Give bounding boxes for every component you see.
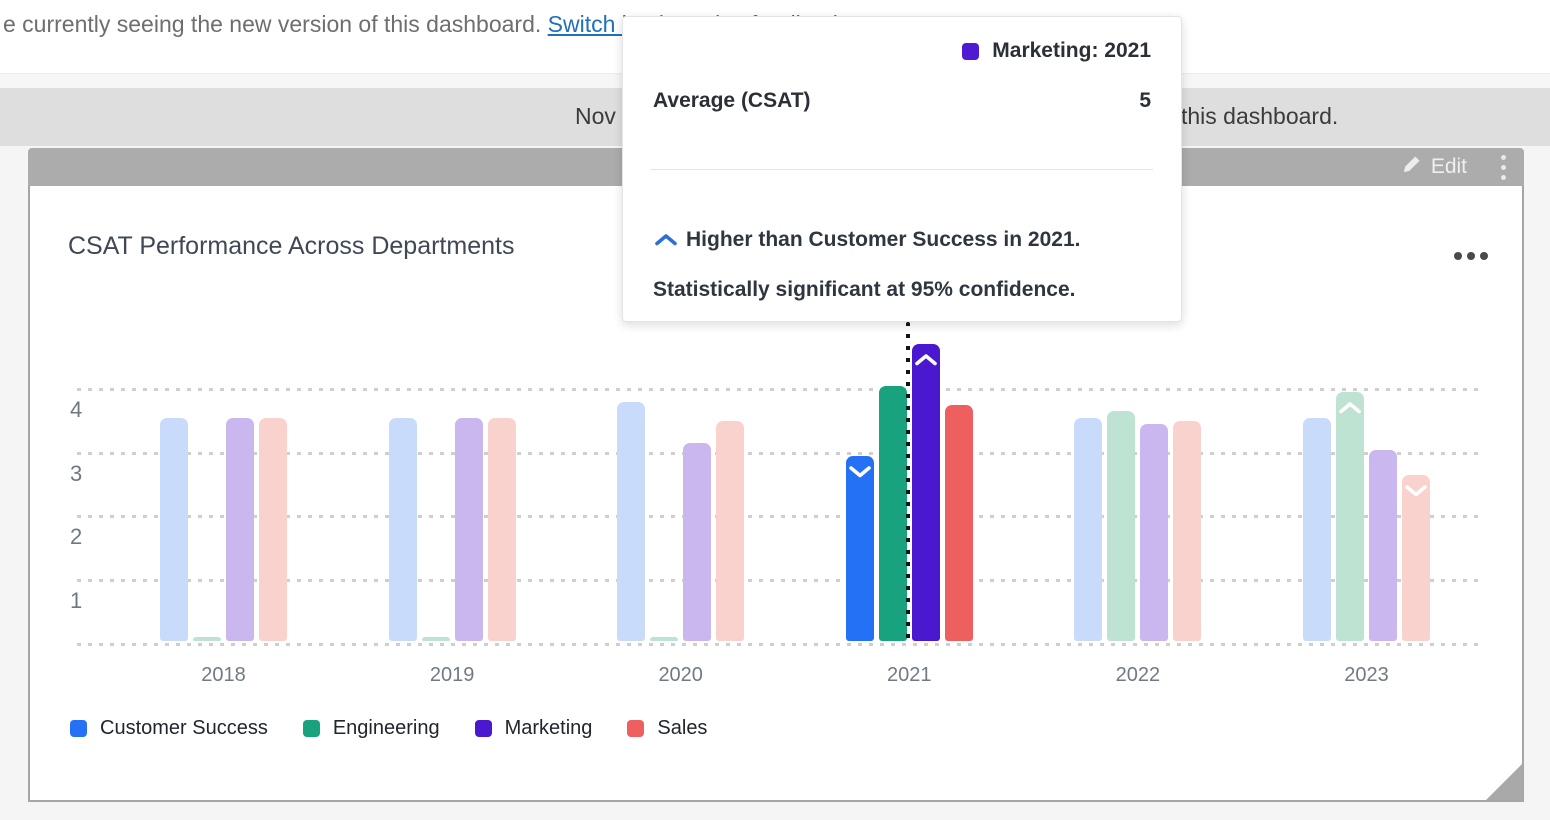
bar-chart-plot: 1 2 3 4 2018 2019 2020 2021 2022 2023: [30, 186, 1522, 800]
tooltip-insight-secondary: Statistically significant at 95% confide…: [653, 278, 1076, 301]
y-axis-tick-label: 4: [70, 396, 83, 422]
bar-customer-success-2020[interactable]: [617, 401, 646, 641]
chevron-up-icon: [655, 228, 677, 252]
banner-text-left: Nov: [575, 103, 616, 129]
bar-marketing-2020[interactable]: [683, 443, 712, 641]
pencil-icon: [1402, 155, 1421, 180]
x-axis-tick-label: 2021: [887, 664, 932, 686]
bar-marketing-2022[interactable]: [1140, 424, 1169, 641]
tooltip-series-swatch: [962, 42, 980, 60]
banner-text-right: this dashboard.: [1181, 103, 1339, 129]
x-axis-tick-label: 2019: [429, 664, 475, 686]
dashboard-widget: Edit CSAT Performance Across Departments…: [28, 148, 1524, 802]
tooltip-metric-value: 5: [1139, 89, 1151, 112]
edit-button[interactable]: Edit: [1402, 155, 1467, 180]
tooltip-metric-label: Average (CSAT): [653, 89, 811, 112]
chevron-down-icon: [848, 465, 871, 483]
gridline: [77, 579, 1485, 583]
legend-swatch: [474, 720, 492, 737]
bar-engineering-2018[interactable]: [193, 637, 221, 641]
widget-kebab-menu-button[interactable]: [1501, 154, 1506, 180]
gridline: [77, 387, 1485, 391]
bar-engineering-2022[interactable]: [1107, 411, 1136, 641]
bar-engineering-2021[interactable]: [878, 385, 907, 641]
x-axis-tick-label: 2023: [1344, 664, 1389, 686]
gridline: [77, 451, 1485, 455]
bar-sales-2019[interactable]: [487, 417, 516, 641]
hover-guideline: [906, 322, 910, 643]
bar-sales-2020[interactable]: [716, 420, 745, 641]
chart-tooltip: Marketing: 2021 Average (CSAT) 5 Higher …: [622, 16, 1182, 322]
tooltip-header: Marketing: 2021: [992, 39, 1151, 62]
x-axis-baseline: [77, 643, 1485, 646]
bar-marketing-2019[interactable]: [454, 417, 483, 641]
tooltip-divider: [651, 169, 1153, 170]
bar-engineering-2020[interactable]: [650, 637, 679, 641]
chevron-up-icon: [914, 353, 937, 371]
legend-label: Engineering: [332, 717, 440, 739]
legend-label: Sales: [657, 717, 708, 739]
bar-customer-success-2019[interactable]: [388, 417, 417, 641]
bar-engineering-2023[interactable]: [1336, 392, 1364, 641]
bar-sales-2022[interactable]: [1173, 420, 1202, 641]
bar-sales-2023[interactable]: [1402, 475, 1430, 641]
bar-sales-2018[interactable]: [259, 417, 287, 641]
legend-label: Customer Success: [100, 717, 268, 739]
edit-label: Edit: [1430, 155, 1467, 178]
x-axis-tick-label: 2022: [1115, 664, 1161, 686]
legend-swatch: [302, 720, 320, 737]
legend-label: Marketing: [504, 717, 593, 739]
bar-customer-success-2022[interactable]: [1074, 417, 1103, 641]
legend-item-customer-success[interactable]: Customer Success: [70, 717, 268, 740]
legend-item-engineering[interactable]: Engineering: [302, 717, 440, 740]
bar-customer-success-2018[interactable]: [160, 417, 188, 641]
bar-marketing-2023[interactable]: [1369, 449, 1397, 641]
legend-item-sales[interactable]: Sales: [627, 717, 707, 740]
x-axis-tick-label: 2020: [658, 664, 703, 686]
bar-sales-2021[interactable]: [944, 404, 973, 641]
legend-swatch: [70, 720, 87, 737]
gridline: [77, 515, 1485, 519]
bar-engineering-2019[interactable]: [421, 637, 450, 641]
tooltip-insight-primary: Higher than Customer Success in 2021.: [686, 228, 1081, 251]
chart-legend: Customer Success Engineering Marketing Sale…: [70, 717, 707, 740]
bar-marketing-2021[interactable]: [911, 344, 940, 641]
chart-card: CSAT Performance Across Departments 1 2 3 4…: [28, 186, 1524, 802]
chart-title: CSAT Performance Across Departments: [68, 232, 515, 260]
bar-marketing-2018[interactable]: [226, 417, 254, 641]
y-axis-tick-label: 1: [70, 588, 83, 614]
chevron-up-icon: [1339, 401, 1361, 419]
bar-customer-success-2021[interactable]: [845, 455, 874, 641]
bar-customer-success-2023[interactable]: [1303, 417, 1331, 641]
top-notice-text: e currently seeing the new version of th…: [3, 11, 548, 37]
legend-swatch: [627, 720, 645, 737]
x-axis-tick-label: 2018: [201, 664, 246, 686]
y-axis-tick-label: 2: [70, 524, 83, 550]
widget-options-button[interactable]: [1450, 248, 1492, 264]
chevron-down-icon: [1405, 484, 1427, 502]
y-axis-tick-label: 3: [70, 460, 83, 486]
resize-handle-icon[interactable]: [1486, 764, 1522, 800]
legend-item-marketing[interactable]: Marketing: [474, 717, 593, 740]
